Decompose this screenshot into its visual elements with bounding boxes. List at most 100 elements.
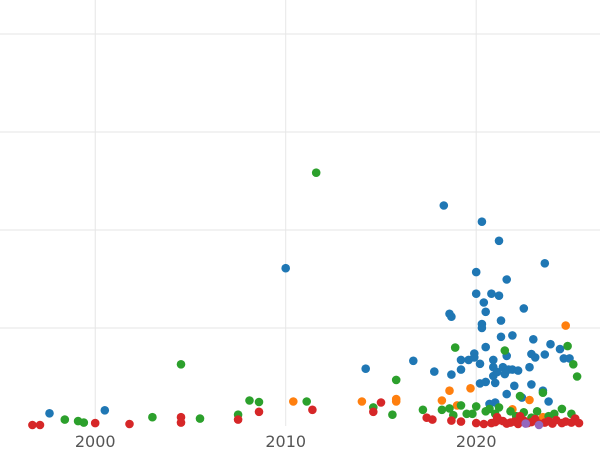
data-point <box>502 389 512 399</box>
data-point <box>569 360 578 369</box>
data-point <box>496 316 506 325</box>
data-point <box>492 412 502 422</box>
data-points <box>28 168 584 430</box>
data-point <box>500 346 510 355</box>
data-point <box>468 409 477 419</box>
data-point <box>447 312 456 322</box>
data-point <box>456 401 466 410</box>
data-point <box>502 275 512 284</box>
data-point <box>572 372 582 381</box>
x-tick-label: 2010 <box>265 432 306 450</box>
data-point <box>479 298 489 307</box>
data-point <box>437 396 447 405</box>
data-point <box>456 355 466 365</box>
data-point <box>519 304 529 313</box>
data-point <box>289 397 298 406</box>
data-point <box>490 378 500 388</box>
data-point <box>148 412 157 422</box>
data-point <box>529 335 538 344</box>
data-point <box>447 416 456 425</box>
data-point <box>563 341 572 351</box>
data-point <box>527 380 536 389</box>
data-point <box>445 386 454 396</box>
data-point <box>574 418 584 428</box>
data-point <box>538 388 548 398</box>
data-point <box>466 384 475 393</box>
data-point <box>540 350 550 359</box>
data-point <box>494 291 504 301</box>
data-point <box>357 397 367 406</box>
data-point <box>506 407 515 416</box>
data-point <box>90 418 100 428</box>
data-point <box>471 267 481 277</box>
data-point <box>281 263 291 273</box>
data-point <box>409 356 418 366</box>
data-point <box>45 409 54 418</box>
data-point <box>369 407 378 417</box>
data-point <box>447 370 456 379</box>
data-point <box>176 418 186 427</box>
data-point <box>388 410 397 420</box>
data-point <box>508 331 517 340</box>
data-point <box>513 366 523 375</box>
data-point <box>195 414 205 423</box>
data-point <box>125 419 134 429</box>
data-point <box>471 418 481 428</box>
data-point <box>176 360 186 369</box>
data-point <box>496 332 506 342</box>
x-axis-ticks: 2000 2010 2020 <box>75 432 497 450</box>
data-point <box>254 397 264 407</box>
data-point <box>245 396 254 405</box>
data-point <box>494 236 504 246</box>
data-point <box>532 407 542 416</box>
data-point <box>510 381 519 391</box>
data-point <box>79 418 89 427</box>
data-point <box>481 342 491 352</box>
data-point <box>525 395 534 405</box>
data-point <box>494 403 504 412</box>
data-point <box>437 405 447 415</box>
data-point <box>540 259 550 268</box>
data-point <box>376 398 386 407</box>
data-point <box>544 397 553 406</box>
grid <box>0 0 600 426</box>
data-point <box>521 419 530 428</box>
data-point <box>311 168 321 177</box>
data-point <box>456 365 466 374</box>
data-point <box>470 353 479 362</box>
data-point <box>485 404 494 414</box>
data-point <box>477 323 487 333</box>
data-point <box>489 355 498 365</box>
data-point <box>561 321 570 330</box>
data-point <box>515 411 525 421</box>
data-point <box>525 362 534 372</box>
data-point <box>555 344 565 354</box>
data-point <box>475 359 485 369</box>
data-point <box>487 289 496 299</box>
data-point <box>428 415 437 424</box>
data-point <box>445 404 454 413</box>
x-tick-label: 2020 <box>456 432 497 450</box>
data-point <box>439 201 449 210</box>
data-point <box>430 367 439 376</box>
data-point <box>471 289 481 299</box>
data-point <box>557 404 567 414</box>
data-point <box>456 417 466 426</box>
data-point <box>479 419 489 429</box>
x-tick-label: 2000 <box>75 432 116 450</box>
data-point <box>530 353 540 362</box>
data-point <box>100 406 110 415</box>
data-point <box>492 367 502 377</box>
data-point <box>391 375 401 385</box>
data-point <box>302 397 312 406</box>
data-point <box>28 420 37 430</box>
data-point <box>308 405 317 415</box>
data-point <box>546 339 555 349</box>
data-point <box>60 415 70 424</box>
data-point <box>418 405 428 415</box>
data-point <box>361 364 371 374</box>
data-point <box>233 415 243 424</box>
data-point <box>471 402 481 411</box>
data-point <box>450 343 460 352</box>
